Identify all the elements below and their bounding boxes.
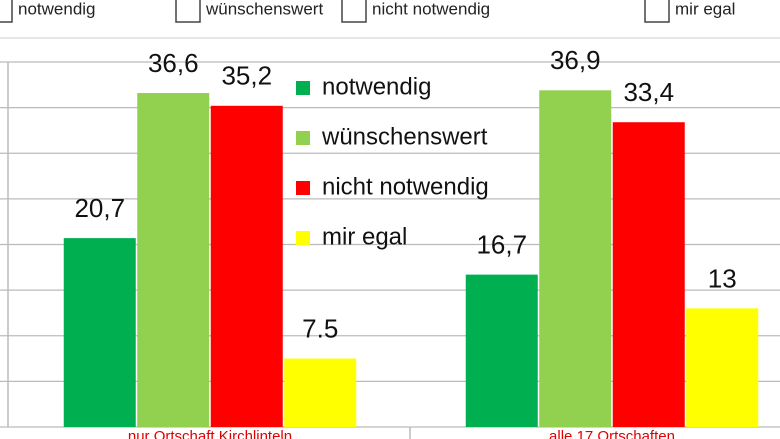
data-label: 33,4 xyxy=(623,77,674,107)
data-label: 20,7 xyxy=(74,193,125,223)
bar xyxy=(686,308,759,427)
bar xyxy=(539,90,612,427)
checkbox-label: notwendig xyxy=(18,0,96,18)
bar xyxy=(210,105,283,428)
legend-label: nicht notwendig xyxy=(322,173,489,200)
legend-label: wünschenswert xyxy=(321,123,488,150)
bar xyxy=(63,238,136,427)
legend-label: notwendig xyxy=(322,73,431,100)
data-label: 35,2 xyxy=(221,61,272,91)
checkbox-label: mir egal xyxy=(675,0,735,18)
checkbox[interactable] xyxy=(644,0,670,23)
checkbox-label: wünschenswert xyxy=(205,0,323,18)
data-label: 13 xyxy=(708,263,737,293)
data-label: 16,7 xyxy=(476,229,527,259)
checkbox[interactable] xyxy=(341,0,367,23)
bar xyxy=(612,122,685,427)
legend-swatch xyxy=(296,181,310,195)
checkbox[interactable] xyxy=(0,0,13,23)
x-tick-label: nur Ortschaft Kirchlinteln xyxy=(128,428,292,439)
bar xyxy=(284,358,357,427)
checkbox[interactable] xyxy=(175,0,201,23)
data-label: 36,6 xyxy=(148,48,199,78)
legend-swatch xyxy=(296,231,310,245)
data-label: 36,9 xyxy=(550,45,601,75)
data-label: 7.5 xyxy=(302,313,338,343)
bar xyxy=(137,93,210,428)
legend-swatch xyxy=(296,131,310,145)
legend-label: mir egal xyxy=(322,223,407,250)
bar xyxy=(465,274,538,427)
checkbox-label: nicht notwendig xyxy=(372,0,490,18)
legend-swatch xyxy=(296,81,310,95)
x-tick-label: alle 17 Ortschaften xyxy=(549,428,675,439)
